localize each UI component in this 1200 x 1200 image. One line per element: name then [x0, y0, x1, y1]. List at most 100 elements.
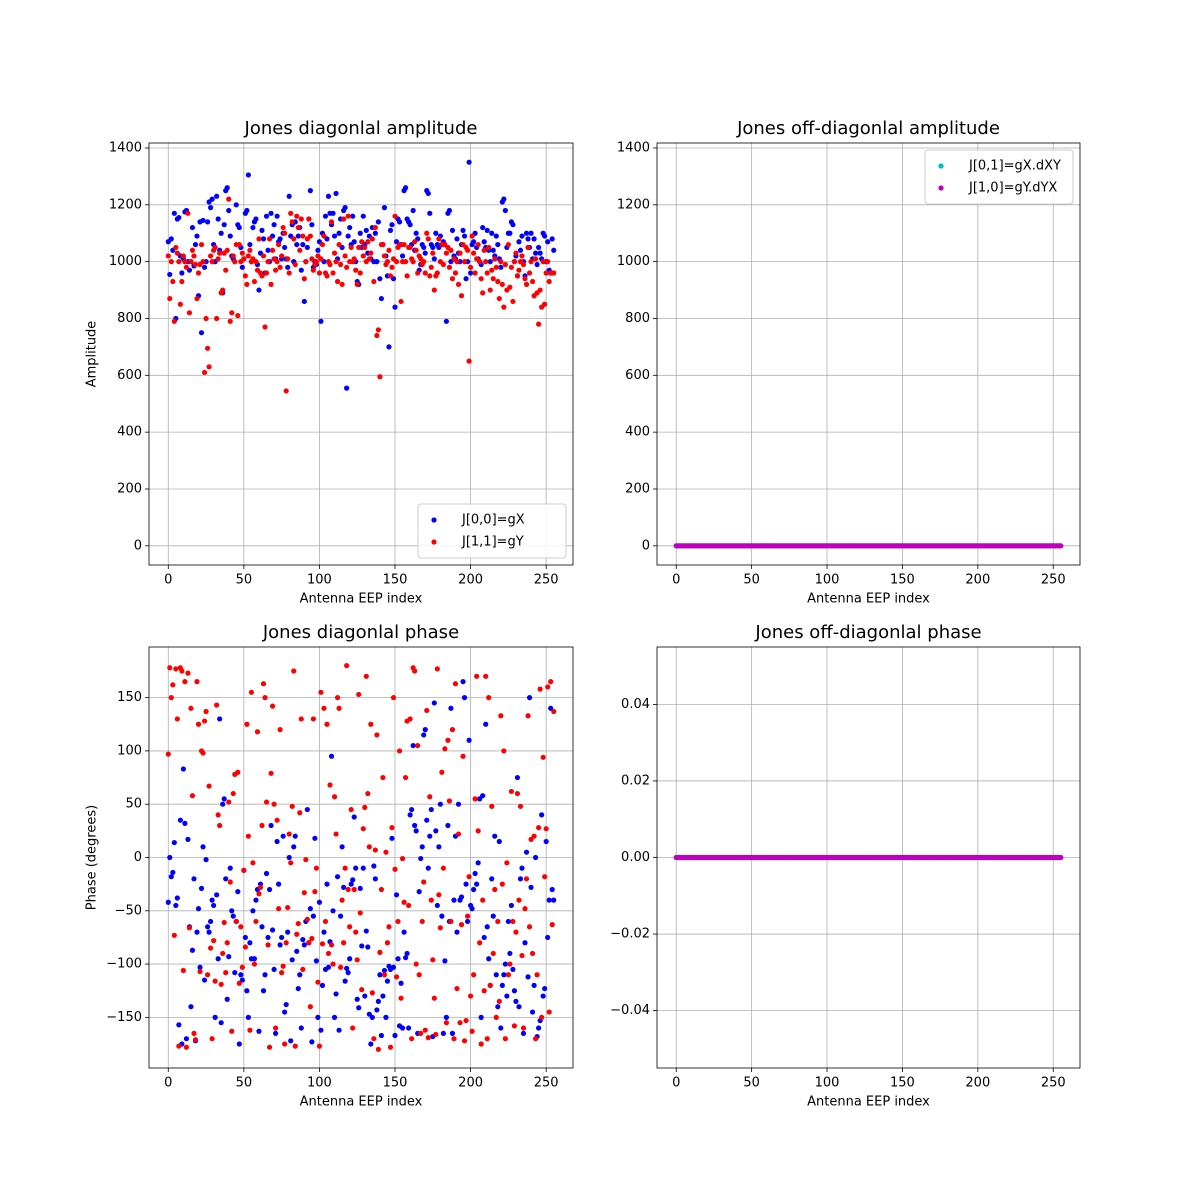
point: [523, 230, 530, 236]
point: [507, 961, 513, 967]
point: [292, 1043, 298, 1049]
point: [496, 295, 502, 302]
x-tick-label: 0: [672, 1076, 680, 1091]
point: [345, 970, 351, 976]
point: [433, 230, 439, 236]
point: [318, 318, 324, 324]
point: [262, 695, 268, 701]
point: [480, 224, 486, 231]
point: [463, 276, 469, 282]
point: [381, 205, 388, 211]
point: [195, 270, 202, 276]
y-tick-label: −0.02: [610, 927, 650, 942]
point: [171, 318, 177, 324]
point: [300, 233, 306, 239]
point: [437, 801, 443, 807]
point: [404, 273, 410, 279]
point: [256, 1028, 262, 1034]
point: [542, 874, 548, 880]
chart-title: Jones diagonlal phase: [262, 622, 459, 643]
point: [176, 214, 182, 221]
point: [543, 838, 549, 845]
x-tick-label: 100: [307, 1076, 332, 1091]
point: [282, 230, 288, 236]
point: [339, 897, 345, 903]
legend-box: [417, 503, 567, 559]
y-tick-label: 1400: [617, 140, 650, 155]
point: [455, 281, 462, 287]
point: [542, 301, 548, 307]
point: [508, 902, 515, 909]
point: [226, 799, 232, 805]
axes-frame: [148, 142, 574, 566]
point: [313, 259, 320, 265]
point: [189, 247, 196, 253]
point: [484, 227, 490, 233]
point: [345, 886, 351, 893]
point: [167, 295, 173, 302]
point: [543, 270, 549, 276]
y-tick-label: −50: [115, 903, 142, 918]
point: [212, 978, 218, 984]
y-tick-label: 0: [642, 538, 650, 553]
point: [171, 932, 177, 938]
point: [233, 202, 239, 208]
y-tick-label: 800: [625, 311, 650, 326]
point: [436, 236, 442, 242]
point: [334, 695, 341, 701]
point: [477, 259, 483, 265]
point: [531, 833, 537, 839]
point: [457, 1020, 463, 1026]
point: [334, 874, 341, 880]
point: [350, 877, 356, 883]
point: [413, 247, 419, 253]
y-tick-label: 400: [117, 425, 142, 440]
point: [368, 721, 374, 727]
point: [353, 929, 359, 935]
point: [328, 753, 335, 759]
point: [409, 1036, 415, 1042]
point: [286, 270, 292, 276]
point: [312, 889, 318, 895]
point: [235, 769, 241, 775]
x-tick-label: 250: [1041, 573, 1066, 588]
point: [224, 940, 230, 946]
y-axis-label: Phase (degrees): [85, 805, 100, 910]
point: [292, 833, 298, 839]
point: [269, 927, 276, 933]
point: [204, 972, 211, 978]
point: [300, 966, 306, 973]
legend-label: J[0,1]=gX.dXY: [968, 159, 1061, 174]
point: [247, 1027, 253, 1033]
point: [498, 259, 504, 265]
point: [461, 233, 468, 239]
point: [220, 801, 226, 807]
point: [333, 831, 339, 837]
point: [498, 1025, 504, 1031]
point: [303, 857, 309, 863]
point: [207, 253, 214, 259]
point: [412, 239, 418, 245]
point: [545, 239, 551, 245]
point: [356, 1005, 362, 1011]
point: [351, 239, 357, 245]
point: [380, 241, 386, 248]
point: [501, 196, 507, 202]
point: [324, 721, 330, 727]
point: [351, 814, 357, 820]
point: [439, 769, 445, 775]
point: [307, 1004, 313, 1010]
point: [226, 207, 232, 214]
point: [392, 213, 398, 219]
point: [431, 287, 437, 293]
point: [224, 996, 230, 1002]
point: [250, 908, 256, 914]
point: [536, 244, 542, 251]
point: [523, 281, 530, 287]
point: [1058, 854, 1064, 861]
point: [359, 943, 365, 949]
point: [170, 278, 176, 285]
point: [286, 854, 292, 861]
point: [183, 1036, 190, 1042]
point: [371, 278, 377, 285]
